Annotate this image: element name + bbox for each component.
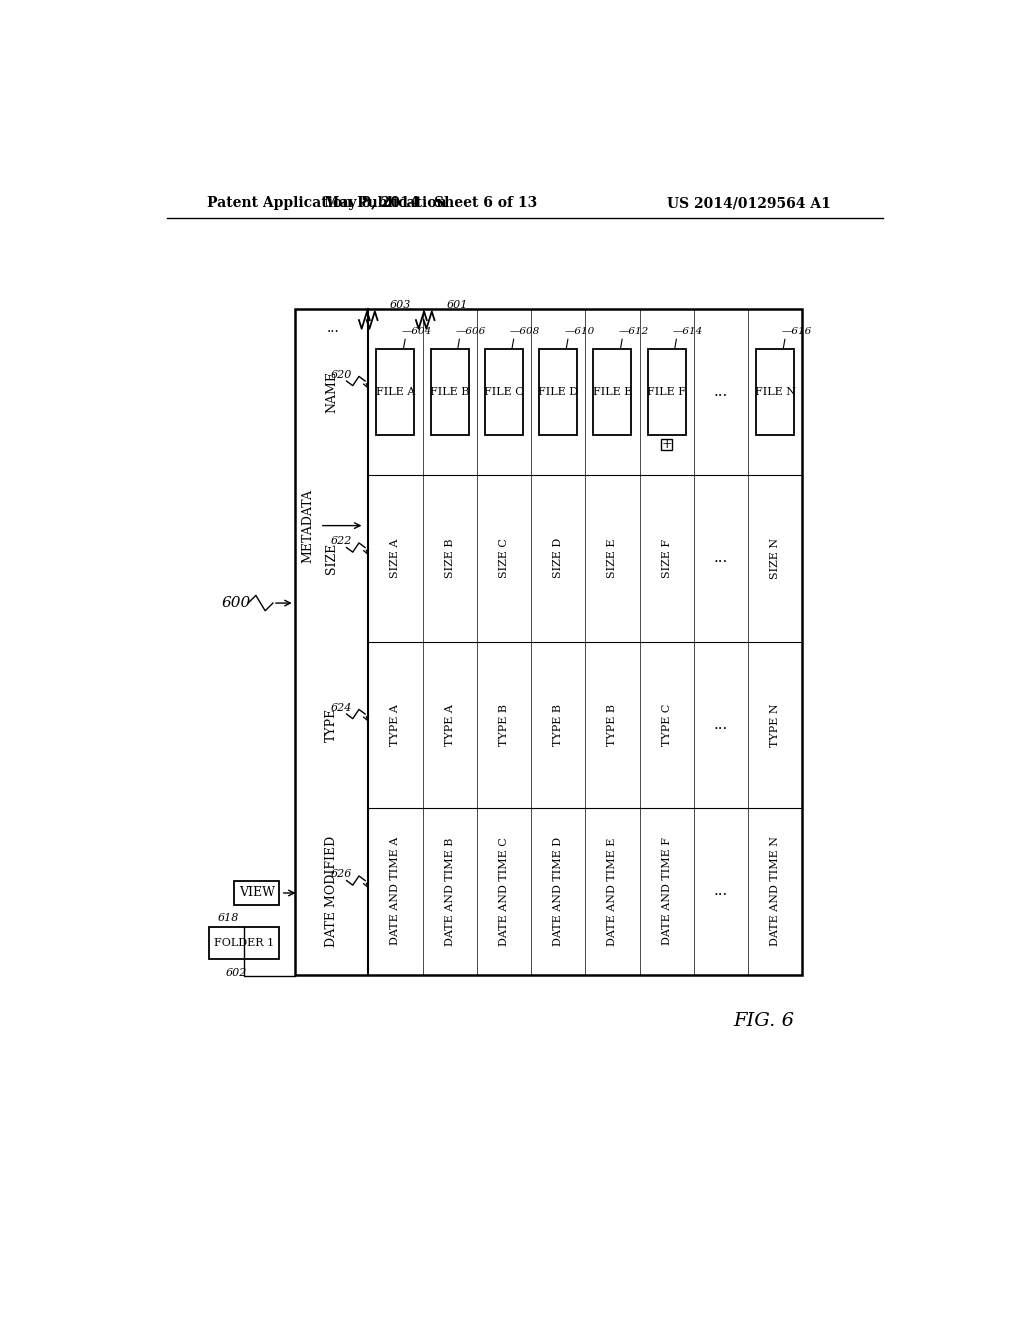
Text: 602: 602 [226,968,247,978]
Bar [377,348,415,436]
Text: —610: —610 [564,327,595,337]
Text: ...: ... [714,884,728,899]
Text: DATE AND TIME D: DATE AND TIME D [553,837,563,946]
Text: FILE A: FILE A [376,387,415,397]
Bar [540,348,578,436]
Text: DATE AND TIME A: DATE AND TIME A [390,837,400,945]
Bar [756,348,795,436]
Text: DATE AND TIME C: DATE AND TIME C [499,837,509,945]
Text: —604: —604 [401,327,432,337]
Text: FILE E: FILE E [593,387,632,397]
Text: TYPE B: TYPE B [553,704,563,746]
Text: FILE N: FILE N [755,387,796,397]
Text: SIZE C: SIZE C [499,539,509,578]
Text: NAME: NAME [325,371,338,413]
Text: FILE D: FILE D [538,387,579,397]
Text: US 2014/0129564 A1: US 2014/0129564 A1 [667,197,830,210]
Text: TYPE A: TYPE A [444,704,455,746]
Text: SIZE D: SIZE D [553,539,563,578]
Text: TYPE: TYPE [325,708,338,742]
Text: —612: —612 [618,327,649,337]
Bar [660,440,673,450]
Text: —606: —606 [456,327,486,337]
Text: —614: —614 [673,327,703,337]
Text: SIZE E: SIZE E [607,539,617,578]
Text: DATE AND TIME N: DATE AND TIME N [770,837,780,946]
Bar [234,880,280,906]
Text: ...: ... [714,718,728,731]
Text: SIZE N: SIZE N [770,537,780,579]
Bar [593,348,632,436]
Text: TYPE B: TYPE B [607,704,617,746]
Text: FIG. 6: FIG. 6 [733,1012,794,1030]
Text: ...: ... [327,321,339,335]
Text: 618: 618 [217,912,239,923]
Text: SIZE B: SIZE B [444,539,455,578]
Text: DATE MODIFIED: DATE MODIFIED [325,836,338,946]
Text: DATE AND TIME F: DATE AND TIME F [662,837,672,945]
Text: TYPE N: TYPE N [770,704,780,747]
Text: —616: —616 [781,327,812,337]
Text: 601: 601 [446,300,468,310]
Text: FOLDER 1: FOLDER 1 [214,939,274,948]
Text: 603: 603 [390,300,412,310]
Text: DATE AND TIME B: DATE AND TIME B [444,837,455,945]
Bar [431,348,469,436]
Bar [647,348,686,436]
Text: Patent Application Publication: Patent Application Publication [207,197,446,210]
Text: +: + [662,438,672,451]
Bar [295,309,802,974]
Text: —608: —608 [510,327,541,337]
Bar [209,927,280,960]
Text: METADATA: METADATA [302,488,314,562]
Text: DATE AND TIME E: DATE AND TIME E [607,837,617,945]
Text: FILE F: FILE F [647,387,686,397]
Text: SIZE A: SIZE A [390,539,400,578]
Text: 600: 600 [222,597,251,610]
Bar [485,348,523,436]
Text: 620: 620 [331,370,352,380]
Text: ...: ... [714,385,728,399]
Text: 622: 622 [331,536,352,546]
Text: 626: 626 [331,870,352,879]
Text: SIZE F: SIZE F [662,539,672,578]
Text: TYPE A: TYPE A [390,704,400,746]
Text: SIZE: SIZE [325,543,338,574]
Text: VIEW: VIEW [239,887,274,899]
Text: TYPE B: TYPE B [499,704,509,746]
Text: May 8, 2014   Sheet 6 of 13: May 8, 2014 Sheet 6 of 13 [324,197,537,210]
Text: TYPE C: TYPE C [662,704,672,746]
Text: ...: ... [714,552,728,565]
Text: FILE C: FILE C [484,387,523,397]
Text: 624: 624 [331,702,352,713]
Text: FILE B: FILE B [430,387,469,397]
